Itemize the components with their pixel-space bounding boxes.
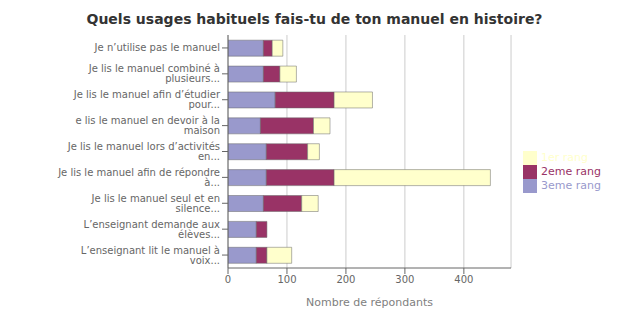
svg-text:0: 0 [225, 274, 231, 285]
svg-text:200: 200 [336, 274, 355, 285]
svg-text:Je lis le manuel lors d’activi: Je lis le manuel lors d’activitésen... [67, 141, 220, 162]
svg-text:300: 300 [395, 274, 414, 285]
svg-text:100: 100 [277, 274, 296, 285]
html-text:2eme rang: 2eme rang [541, 164, 601, 178]
svg-text:Je lis le manuel seul et ensil: Je lis le manuel seul et ensilence... [91, 193, 220, 214]
svg-text:Je lis le manuel afin de répon: Je lis le manuel afin de répondreà... [57, 167, 220, 188]
svg-text:e lis le manuel en devoir à la: e lis le manuel en devoir à lamaison [75, 115, 220, 136]
svg-text:Je lis le manuel afin d’étudie: Je lis le manuel afin d’étudierpour... [73, 89, 221, 110]
svg-text:L’enseignant lit le manuel àvo: L’enseignant lit le manuel àvoix... [81, 245, 220, 266]
svg-text:Nombre de répondants: Nombre de répondants [306, 296, 433, 309]
html-text:3eme rang: 3eme rang [541, 178, 601, 192]
svg-text:Je n’utilise pas le manuel: Je n’utilise pas le manuel [94, 42, 220, 53]
html-text:1er rang: 1er rang [541, 150, 588, 164]
svg-text:400: 400 [454, 274, 473, 285]
html-text:Quels usages habituels fais-tu: Quels usages habituels fais-tu de ton ma… [86, 11, 543, 27]
svg-text:L’enseignant demande auxélèves: L’enseignant demande auxélèves... [84, 219, 220, 240]
svg-text:Je lis le manuel combiné àplus: Je lis le manuel combiné àplusieurs... [88, 63, 220, 84]
